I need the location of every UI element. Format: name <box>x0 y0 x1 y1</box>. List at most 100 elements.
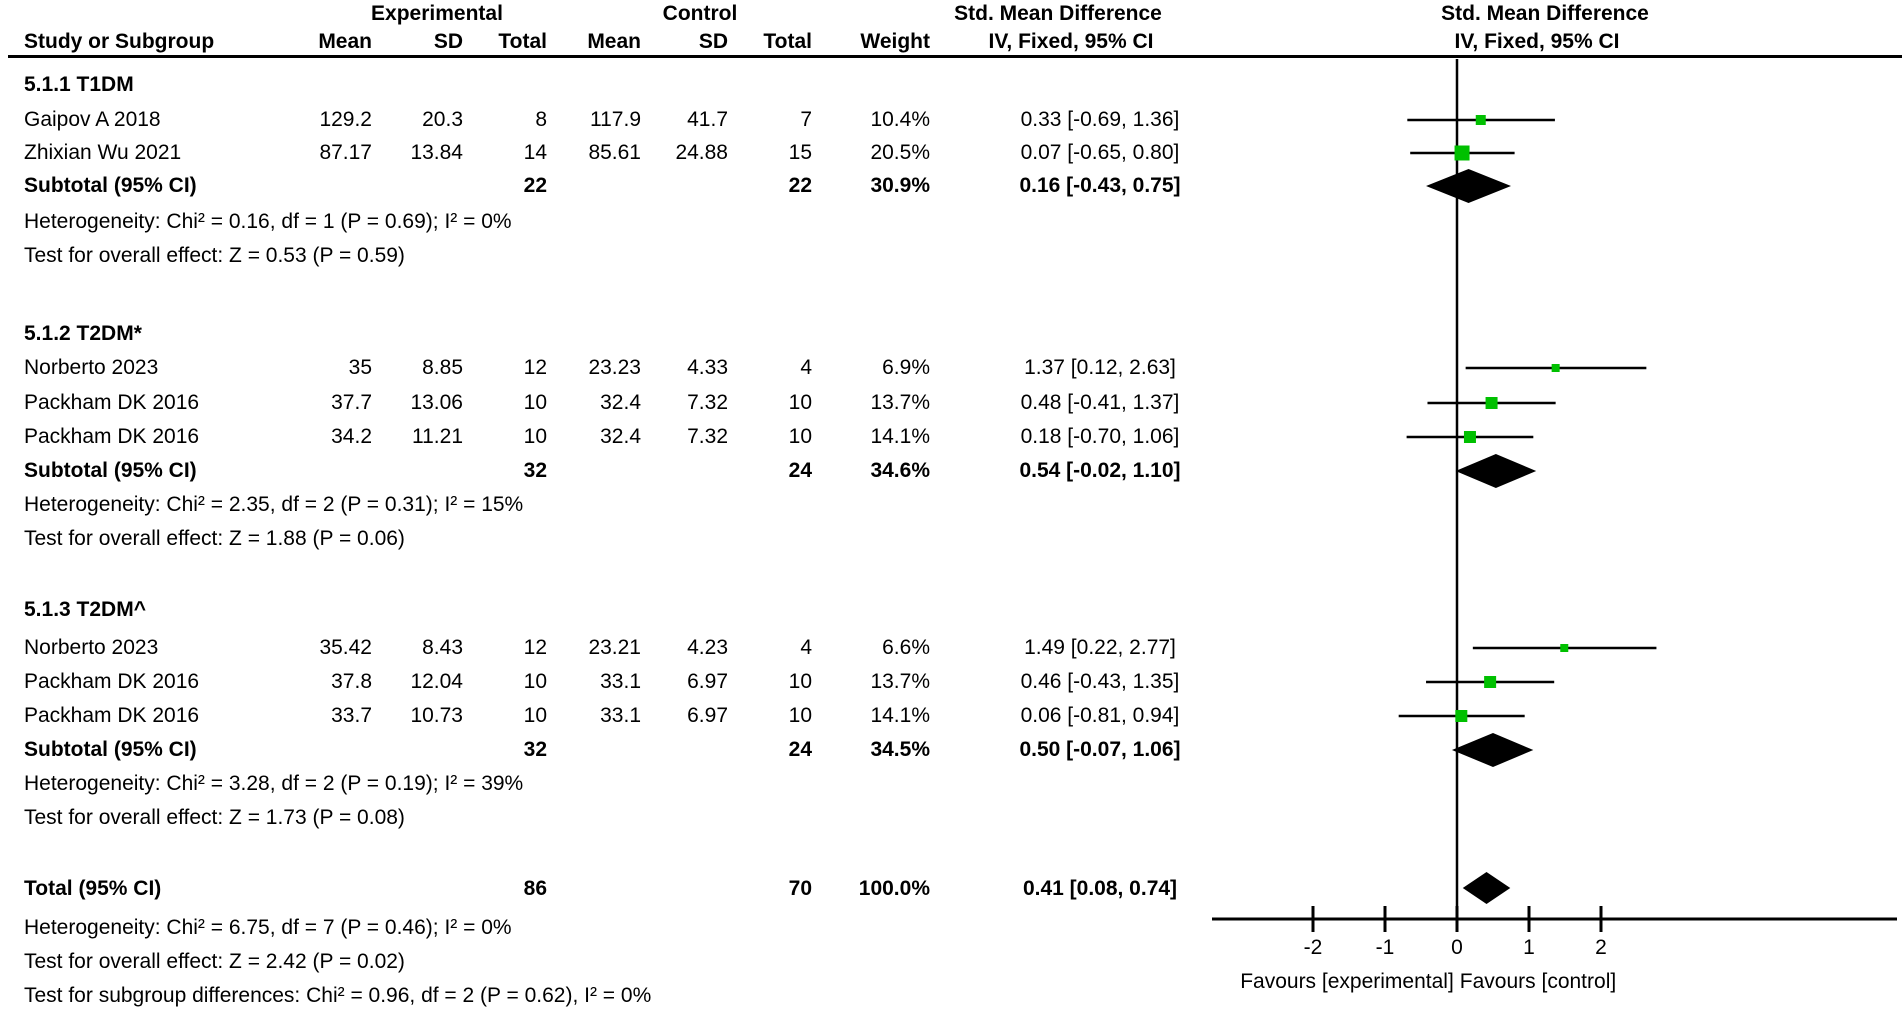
study-row-total-ctl-cell: 4 <box>800 636 812 659</box>
experimental-group-header: Experimental <box>371 2 503 25</box>
study-column-header: Study or Subgroup <box>24 30 215 53</box>
total-overall-effect-text: Test for overall effect: Z = 2.42 (P = 0… <box>24 950 405 973</box>
total-row-ci-text: 0.41 [0.08, 0.74] <box>1022 877 1178 900</box>
axis-tick-label: 1 <box>1523 936 1535 959</box>
study-row-weight-cell: 6.9% <box>882 356 930 379</box>
effect-square <box>1455 710 1468 722</box>
subtotal-row-total-ctl-cell: 24 <box>788 738 812 761</box>
study-row-total-ctl-cell: 10 <box>788 670 812 693</box>
study-row-total-exp-cell: 10 <box>523 704 547 727</box>
study-row-label: Zhixian Wu 2021 <box>24 141 182 164</box>
axis-tick-label: -1 <box>1375 936 1395 959</box>
study-row-ci-text: 0.06 [-0.81, 0.94] <box>1020 704 1180 727</box>
subtotal-row-weight-cell: 34.6% <box>870 459 930 482</box>
study-row-mean-exp-cell: 37.7 <box>331 391 372 414</box>
study-row-weight-cell: 13.7% <box>870 391 930 414</box>
study-row-sd-exp-cell: 10.73 <box>410 704 463 727</box>
study-row-sd-exp-cell: 13.84 <box>410 141 463 164</box>
subgroup-header: 5.1.2 T2DM* <box>24 322 142 345</box>
study-row-sd-ctl-cell: 7.32 <box>687 391 728 414</box>
favours-control-label: Favours [control] <box>1459 970 1617 993</box>
study-row-weight-cell: 6.6% <box>882 636 930 659</box>
subtotal-row-label: Subtotal (95% CI) <box>24 174 197 197</box>
overall-effect-text: Test for overall effect: Z = 1.88 (P = 0… <box>24 527 405 550</box>
study-row-total-exp-cell: 12 <box>523 636 547 659</box>
favours-experimental-label: Favours [experimental] <box>1240 970 1454 993</box>
study-row-sd-ctl-cell: 7.32 <box>687 425 728 448</box>
study-row-total-exp-cell: 12 <box>523 356 547 379</box>
study-row-sd-ctl-cell: 6.97 <box>687 704 728 727</box>
study-row-mean-exp-cell: 129.2 <box>319 108 372 131</box>
study-row-mean-ctl-cell: 85.61 <box>588 141 641 164</box>
subtotal-diamond <box>1455 454 1537 488</box>
study-row-sd-exp-cell: 12.04 <box>410 670 463 693</box>
study-row-total-ctl-cell: 15 <box>788 141 812 164</box>
effect-square <box>1454 145 1470 161</box>
study-row-weight-cell: 13.7% <box>870 670 930 693</box>
subtotal-row-ci-text: 0.16 [-0.43, 0.75] <box>1019 174 1181 197</box>
study-row-mean-exp-cell: 35 <box>348 356 372 379</box>
total-row-total-exp-cell: 86 <box>523 877 547 900</box>
subtotal-row-total-exp-cell: 32 <box>523 459 547 482</box>
study-row-total-exp-cell: 10 <box>523 425 547 448</box>
study-row-total-exp-cell: 10 <box>523 391 547 414</box>
study-row-ci-text: 0.46 [-0.43, 1.35] <box>1020 670 1180 693</box>
subtotal-row-total-exp-cell: 22 <box>523 174 547 197</box>
study-row-mean-exp-cell: 35.42 <box>319 636 372 659</box>
effect-square <box>1551 364 1560 372</box>
smd-right-header: Std. Mean Difference <box>1441 2 1649 25</box>
study-row-sd-ctl-cell: 24.88 <box>675 141 728 164</box>
study-row-mean-exp-cell: 33.7 <box>331 704 372 727</box>
subtotal-diamond <box>1426 169 1511 203</box>
study-row-label: Packham DK 2016 <box>24 425 200 448</box>
effect-square <box>1463 431 1476 443</box>
mean-exp-column-header: Mean <box>318 30 372 53</box>
subtotal-row-label: Subtotal (95% CI) <box>24 738 197 761</box>
subtotal-row-weight-cell: 34.5% <box>870 738 930 761</box>
effect-square <box>1485 397 1498 409</box>
overall-effect-text: Test for overall effect: Z = 0.53 (P = 0… <box>24 244 405 267</box>
total-row-weight-cell: 100.0% <box>858 877 930 900</box>
study-row-mean-exp-cell: 37.8 <box>331 670 372 693</box>
study-row-label: Packham DK 2016 <box>24 670 200 693</box>
iv-right-column-header: IV, Fixed, 95% CI <box>1454 30 1620 53</box>
study-row-mean-exp-cell: 34.2 <box>331 425 372 448</box>
study-row-sd-exp-cell: 13.06 <box>410 391 463 414</box>
study-row-total-ctl-cell: 10 <box>788 391 812 414</box>
total-row-label: Total (95% CI) <box>24 877 162 900</box>
study-row-sd-ctl-cell: 4.23 <box>687 636 728 659</box>
heterogeneity-text: Heterogeneity: Chi² = 3.28, df = 2 (P = … <box>24 772 524 795</box>
subtotal-row-weight-cell: 30.9% <box>870 174 930 197</box>
study-row-ci-text: 0.18 [-0.70, 1.06] <box>1020 425 1180 448</box>
study-row-ci-text: 1.37 [0.12, 2.63] <box>1024 356 1176 379</box>
subtotal-row-ci-text: 0.50 [-0.07, 1.06] <box>1019 738 1181 761</box>
iv-left-column-header: IV, Fixed, 95% CI <box>988 30 1154 53</box>
effect-square <box>1560 644 1569 652</box>
total-ctl-column-header: Total <box>763 30 812 53</box>
smd-left-header: Std. Mean Difference <box>954 2 1162 25</box>
total-diamond <box>1462 872 1511 904</box>
effect-square <box>1475 115 1486 125</box>
overall-effect-text: Test for overall effect: Z = 1.73 (P = 0… <box>24 806 405 829</box>
study-row-mean-ctl-cell: 32.4 <box>600 391 641 414</box>
study-row-total-ctl-cell: 10 <box>788 425 812 448</box>
total-row-total-ctl-cell: 70 <box>788 877 812 900</box>
study-row-weight-cell: 14.1% <box>870 425 930 448</box>
study-row-ci-text: 1.49 [0.22, 2.77] <box>1024 636 1176 659</box>
subtotal-row-total-ctl-cell: 22 <box>788 174 812 197</box>
total-exp-column-header: Total <box>498 30 547 53</box>
study-row-total-exp-cell: 8 <box>535 108 547 131</box>
study-row-weight-cell: 20.5% <box>870 141 930 164</box>
weight-column-header: Weight <box>860 30 930 53</box>
axis-tick-label: -2 <box>1303 936 1323 959</box>
study-row-total-ctl-cell: 7 <box>800 108 812 131</box>
total-heterogeneity-text: Heterogeneity: Chi² = 6.75, df = 7 (P = … <box>24 916 512 939</box>
axis-tick-label: 2 <box>1595 936 1607 959</box>
study-row-sd-ctl-cell: 4.33 <box>687 356 728 379</box>
heterogeneity-text: Heterogeneity: Chi² = 2.35, df = 2 (P = … <box>24 493 524 516</box>
study-row-weight-cell: 10.4% <box>870 108 930 131</box>
study-row-mean-ctl-cell: 33.1 <box>600 704 641 727</box>
study-row-sd-exp-cell: 11.21 <box>412 425 463 448</box>
